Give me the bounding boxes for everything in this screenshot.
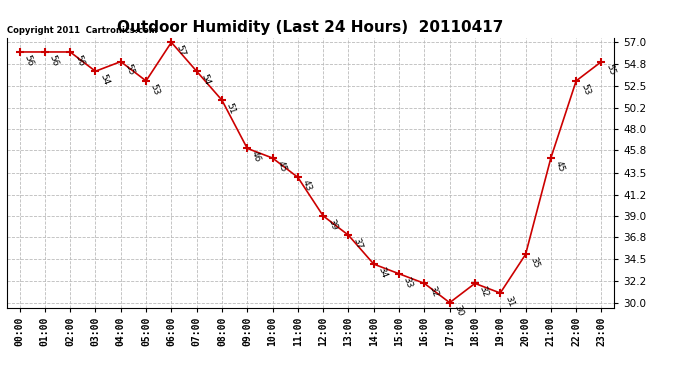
Text: 54: 54 — [199, 73, 212, 86]
Text: Copyright 2011  Cartronics.com: Copyright 2011 Cartronics.com — [7, 26, 157, 35]
Text: 32: 32 — [427, 285, 440, 298]
Text: 34: 34 — [377, 266, 389, 279]
Text: 54: 54 — [98, 73, 110, 86]
Text: 43: 43 — [301, 179, 313, 192]
Text: 35: 35 — [529, 256, 541, 270]
Text: 31: 31 — [503, 294, 515, 308]
Text: 56: 56 — [73, 53, 86, 67]
Text: 30: 30 — [453, 304, 465, 318]
Text: 33: 33 — [402, 275, 414, 289]
Text: 55: 55 — [604, 63, 617, 77]
Text: 53: 53 — [579, 82, 591, 96]
Text: 45: 45 — [553, 159, 566, 173]
Text: 57: 57 — [174, 44, 186, 58]
Text: 51: 51 — [225, 102, 237, 115]
Text: 45: 45 — [275, 159, 288, 173]
Text: 32: 32 — [477, 285, 490, 298]
Text: 39: 39 — [326, 217, 338, 231]
Text: 55: 55 — [124, 63, 136, 77]
Text: 56: 56 — [48, 53, 60, 67]
Title: Outdoor Humidity (Last 24 Hours)  20110417: Outdoor Humidity (Last 24 Hours) 2011041… — [117, 20, 504, 35]
Text: 37: 37 — [351, 237, 364, 250]
Text: 46: 46 — [250, 150, 262, 164]
Text: 53: 53 — [149, 82, 161, 96]
Text: 56: 56 — [22, 53, 34, 67]
